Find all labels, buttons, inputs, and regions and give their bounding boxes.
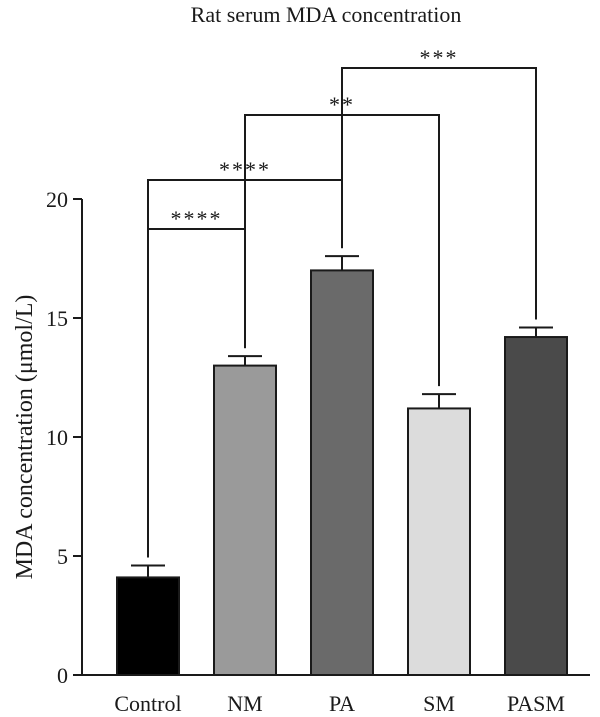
bar-pasm: [504, 336, 568, 676]
significance-label: ****: [171, 206, 223, 231]
x-tick-label: PASM: [507, 691, 565, 716]
significance-bracket: [341, 67, 537, 320]
y-tick-label: 0: [57, 663, 68, 688]
bar-sm: [407, 407, 471, 676]
chart-title: Rat serum MDA concentration: [191, 2, 462, 27]
bars: [116, 269, 568, 676]
x-tick-label: NM: [227, 691, 262, 716]
x-tick-label: SM: [423, 691, 455, 716]
y-tick-label: 15: [46, 306, 68, 331]
y-axis-label: MDA concentration (μmol/L): [12, 295, 38, 580]
y-tick-label: 20: [46, 187, 68, 212]
y-tick-label: 10: [46, 425, 68, 450]
bar-nm: [213, 364, 277, 676]
x-tick-labels: Control NM PA SM PASM: [114, 691, 565, 716]
bar-control: [116, 576, 180, 676]
y-tick-label: 5: [57, 544, 68, 569]
error-bars: [131, 255, 553, 578]
significance-brackets: *************: [147, 45, 537, 558]
bar-pa: [310, 269, 374, 676]
x-tick-label: PA: [329, 691, 355, 716]
x-tick-label: Control: [114, 691, 181, 716]
significance-label: ***: [420, 45, 459, 70]
